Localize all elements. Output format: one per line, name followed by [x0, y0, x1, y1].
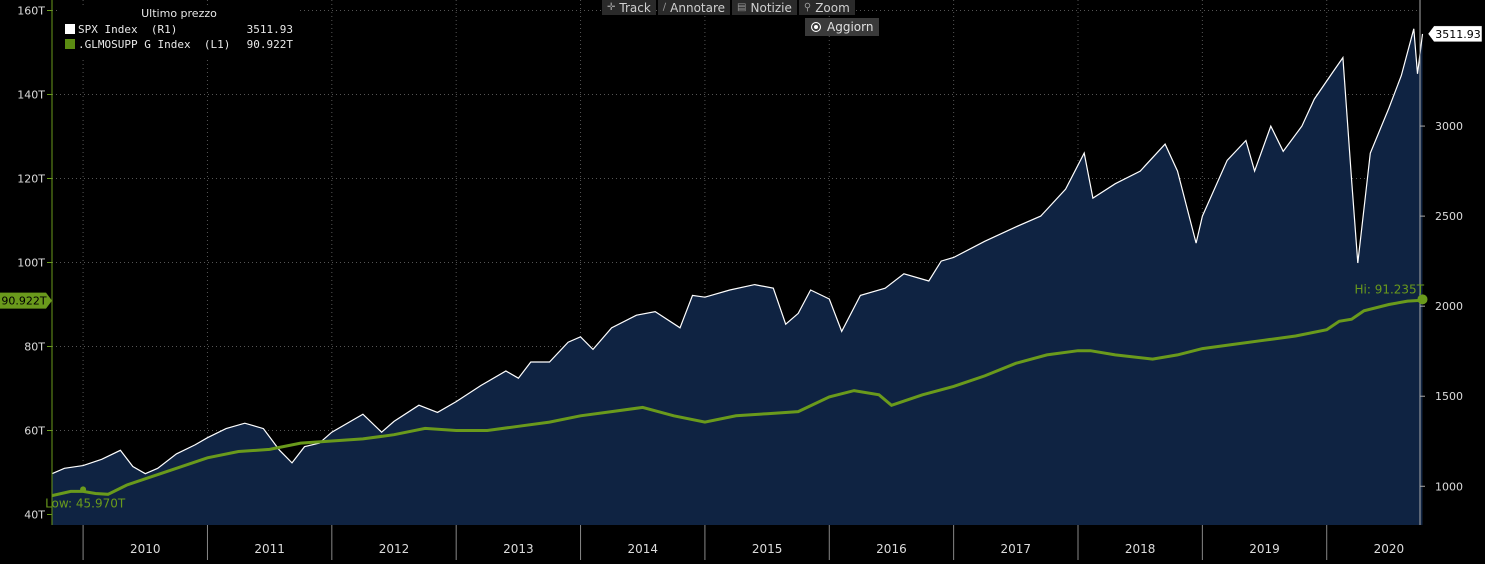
- spx-area-fill: [52, 28, 1423, 526]
- left-tick-label: 160T: [17, 5, 45, 18]
- crosshair-icon: ✛: [607, 1, 616, 13]
- refresh-toggle[interactable]: Aggiorn: [805, 18, 880, 36]
- x-tick-label: 2018: [1125, 542, 1156, 556]
- legend-name-spx: SPX Index (R1): [78, 23, 178, 36]
- left-tick-label: 80T: [24, 341, 45, 354]
- x-tick-label: 2020: [1374, 542, 1405, 556]
- high-marker: [1417, 294, 1428, 305]
- legend-title: Ultimo prezzo: [141, 7, 217, 20]
- x-tick-label: 2012: [379, 542, 410, 556]
- left-tick-label: 140T: [17, 89, 45, 102]
- low-marker: [80, 486, 87, 493]
- refresh-label: Aggiorn: [827, 20, 874, 34]
- spx-value-tag: [1427, 25, 1483, 43]
- axis-layer: 40T 60T 80T 100T 120T 140T 160T 1000 1500 2000 250…: [17, 0, 1463, 556]
- annotate-label: Annotare: [670, 0, 726, 15]
- glmosupp-line: [51, 298, 1423, 498]
- line-layer: [51, 28, 1424, 498]
- legend-swatch-glmosupp: [65, 39, 75, 49]
- legend-row-glmosupp[interactable]: .GLMOSUPP G Index (L1) 90.922T: [65, 38, 297, 52]
- x-axis-band: [52, 525, 1420, 560]
- x-tick-label: 2011: [254, 542, 285, 556]
- right-tick-label: 2500: [1435, 210, 1463, 223]
- magnifier-icon: ⚲: [803, 1, 812, 13]
- legend-value-spx: 3511.93: [246, 23, 293, 36]
- legend-swatch-spx: [65, 24, 75, 34]
- x-tick-label: 2016: [876, 542, 907, 556]
- left-tick-label: 120T: [17, 173, 45, 186]
- zoom-label: Zoom: [815, 0, 850, 15]
- legend: Ultimo prezzo SPX Index (R1) 3511.93 .GLM…: [60, 5, 298, 57]
- glmosupp-value-tag: [0, 292, 52, 309]
- right-tick-label: 1000: [1435, 480, 1463, 493]
- x-tick-label: 2019: [1249, 542, 1280, 556]
- label-layer: Low: 45.970T Hi: 91.235T 3511.93 90.922T: [0, 25, 1483, 510]
- right-tick-label: 3000: [1435, 120, 1463, 133]
- chart-toolbar: ✛ Track ∕ Annotare ▤ Notizie ⚲ Zoom: [602, 0, 855, 15]
- news-label: Notizie: [750, 0, 792, 15]
- news-button[interactable]: ▤ Notizie: [732, 0, 797, 15]
- right-tick-label: 2000: [1435, 300, 1463, 313]
- track-button[interactable]: ✛ Track: [602, 0, 656, 15]
- x-tick-label: 2015: [752, 542, 783, 556]
- spx-line: [51, 28, 1424, 475]
- right-tick-label: 1500: [1435, 390, 1463, 403]
- x-tick-label: 2014: [627, 542, 658, 556]
- high-annotation: Hi: 91.235T: [1354, 282, 1424, 296]
- legend-name-glmosupp: .GLMOSUPP G Index (L1): [78, 38, 231, 51]
- zoom-button[interactable]: ⚲ Zoom: [798, 0, 855, 15]
- low-annotation: Low: 45.970T: [45, 496, 126, 510]
- left-tick-label: 100T: [17, 257, 45, 270]
- x-tick-label: 2017: [1001, 542, 1032, 556]
- x-tick-label: 2013: [503, 542, 534, 556]
- glmosupp-value-tag-label: 90.922T: [1, 295, 46, 308]
- x-tick-label: 2010: [130, 542, 161, 556]
- news-icon: ▤: [737, 1, 747, 13]
- left-tick-label: 60T: [24, 425, 45, 438]
- legend-value-glmosupp: 90.922T: [246, 38, 293, 51]
- area-layer: [52, 28, 1423, 526]
- legend-row-spx[interactable]: SPX Index (R1) 3511.93: [65, 23, 297, 37]
- annotate-button[interactable]: ∕ Annotare: [657, 0, 731, 15]
- track-label: Track: [619, 0, 651, 15]
- left-tick-label: 40T: [24, 509, 45, 522]
- pencil-icon: ∕: [662, 1, 667, 13]
- spx-value-tag-label: 3511.93: [1435, 28, 1481, 41]
- radio-dot-icon: [811, 22, 821, 32]
